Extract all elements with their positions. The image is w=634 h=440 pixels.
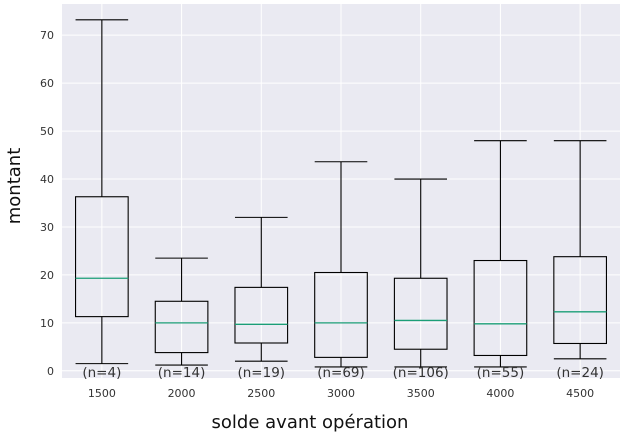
box-2000 — [154, 257, 209, 366]
box-iqr — [393, 277, 448, 350]
box-iqr — [154, 300, 209, 354]
box-4000 — [473, 140, 528, 368]
count-label: (n=55) — [477, 365, 525, 381]
boxes — [75, 19, 607, 368]
box-iqr — [234, 286, 289, 344]
x-axis-label: solde avant opération — [212, 412, 409, 433]
count-label: (n=106) — [393, 365, 449, 381]
y-axis-label: montant — [4, 148, 25, 225]
x-axis-ticks: 1500 2000 2500 3000 3500 4000 4500 — [88, 387, 594, 400]
box-4500 — [553, 140, 607, 360]
box-iqr — [314, 271, 368, 358]
x-tick-label: 2500 — [247, 387, 275, 400]
box-iqr — [473, 259, 528, 357]
box-iqr — [75, 196, 129, 318]
box-1500 — [75, 19, 129, 365]
box-iqr — [553, 256, 607, 345]
x-tick-label: 3500 — [407, 387, 435, 400]
count-label: (n=19) — [237, 365, 285, 381]
y-tick-label: 20 — [40, 269, 54, 282]
count-label: (n=14) — [158, 365, 206, 381]
box-2500 — [234, 216, 289, 362]
count-label: (n=24) — [556, 365, 604, 381]
count-label: (n=69) — [317, 365, 365, 381]
x-tick-label: 1500 — [88, 387, 116, 400]
y-tick-label: 30 — [40, 221, 54, 234]
y-tick-label: 50 — [40, 125, 54, 138]
x-tick-label: 3000 — [327, 387, 355, 400]
y-tick-label: 0 — [47, 365, 54, 378]
count-label: (n=4) — [82, 365, 121, 381]
y-axis-ticks: 0 10 20 30 40 50 60 70 — [40, 29, 54, 378]
box-3500 — [393, 178, 448, 368]
x-tick-label: 2000 — [168, 387, 196, 400]
box-3000 — [314, 161, 368, 368]
y-tick-label: 60 — [40, 77, 54, 90]
y-tick-label: 40 — [40, 173, 54, 186]
y-tick-label: 10 — [40, 317, 54, 330]
x-tick-label: 4000 — [486, 387, 514, 400]
y-tick-label: 70 — [40, 29, 54, 42]
x-tick-label: 4500 — [566, 387, 594, 400]
count-labels: (n=4) (n=14) (n=19) (n=69) (n=106) (n=55) (n=2… — [82, 365, 604, 381]
